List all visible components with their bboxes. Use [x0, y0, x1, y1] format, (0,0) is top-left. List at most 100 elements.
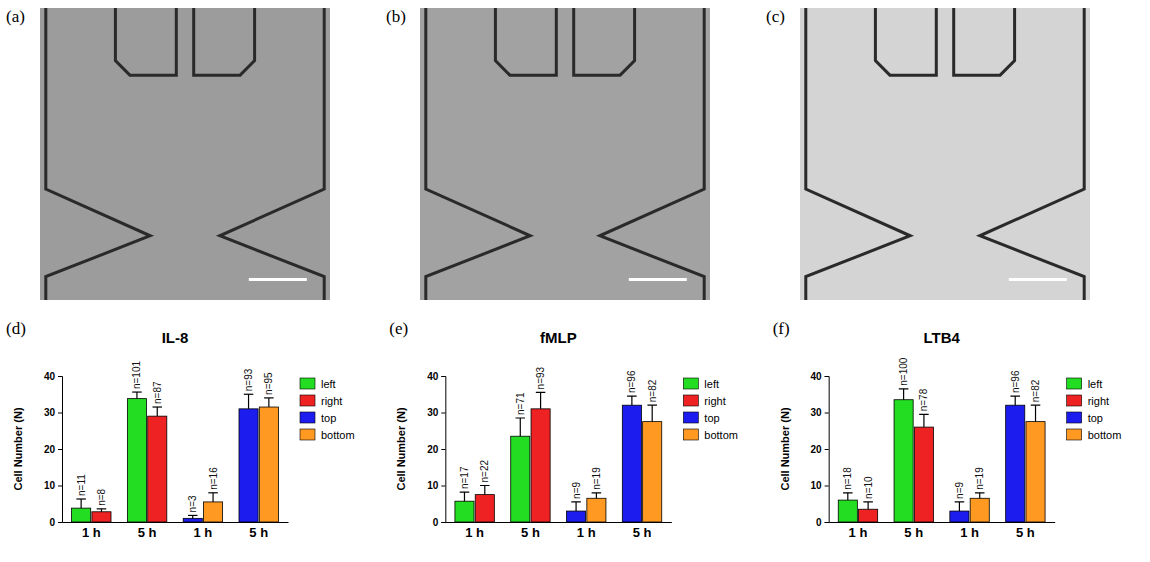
- legend-swatch: [1067, 429, 1082, 440]
- legend-entry: top: [300, 412, 336, 424]
- error-bar: [536, 392, 546, 408]
- bar: [859, 509, 878, 522]
- y-tick-label: 20: [44, 444, 56, 455]
- count-label: n=93: [535, 366, 546, 389]
- error-bar-cap: [536, 392, 546, 393]
- error-bar-stem: [1035, 405, 1036, 421]
- channel-outline: [600, 8, 704, 300]
- panel-letter: (b): [386, 7, 406, 26]
- y-tick-label: 10: [427, 480, 439, 491]
- scale-bar: [629, 278, 687, 281]
- channel-outline: [875, 8, 936, 75]
- x-tick-label: 1 h: [194, 525, 213, 540]
- x-tick: 5 h: [249, 522, 268, 540]
- y-tick: 40: [811, 371, 829, 382]
- x-tick-label: 5 h: [249, 525, 268, 540]
- legend-label: left: [321, 378, 336, 390]
- error-bar: [76, 499, 86, 508]
- micrograph: [40, 8, 330, 300]
- error-bar: [899, 389, 909, 400]
- x-axis: 1 h5 h1 h5 h: [829, 522, 1055, 540]
- error-bar-stem: [268, 398, 269, 407]
- y-tick-label: 20: [811, 444, 823, 455]
- bar: [92, 512, 111, 522]
- error-bar: [132, 392, 142, 399]
- channel-outline: [194, 8, 255, 75]
- y-tick-label: 10: [811, 480, 823, 491]
- count-label: n=8: [96, 488, 107, 505]
- x-tick: 1 h: [82, 522, 101, 540]
- bar: [1006, 405, 1025, 522]
- scale-bar: [249, 278, 307, 281]
- error-bar-stem: [464, 492, 465, 501]
- error-bar-cap: [97, 508, 107, 509]
- error-bar-cap: [244, 394, 254, 395]
- y-tick-mark: [825, 413, 829, 414]
- y-tick-label: 0: [816, 517, 822, 528]
- error-bar: [919, 414, 929, 427]
- error-bar-cap: [208, 492, 218, 493]
- bar: [204, 502, 223, 522]
- x-tick: 5 h: [1016, 522, 1035, 540]
- chart-title: LTB4: [923, 329, 960, 346]
- y-tick-mark: [58, 486, 62, 487]
- error-bar-stem: [248, 394, 249, 409]
- count-label: n=78: [918, 388, 929, 411]
- bar: [259, 407, 278, 522]
- bar: [914, 427, 933, 522]
- x-tick-label: 5 h: [633, 525, 652, 540]
- count-label: n=11: [76, 474, 87, 496]
- panel-letter: (a): [6, 7, 25, 26]
- bar: [970, 498, 989, 522]
- channel-outline: [426, 8, 530, 300]
- micrograph: [800, 8, 1090, 300]
- bar: [511, 436, 530, 522]
- count-label: n=17: [459, 466, 470, 489]
- error-bar: [863, 502, 873, 509]
- error-bar: [1010, 396, 1020, 405]
- legend-entry: bottom: [1067, 429, 1122, 441]
- x-tick-label: 1 h: [960, 525, 979, 540]
- y-tick: 30: [811, 407, 829, 418]
- channel-outline: [806, 8, 910, 300]
- error-bar-cap: [899, 388, 909, 389]
- panel-letter: (d): [6, 319, 26, 338]
- micrograph: [420, 8, 710, 300]
- error-bar-stem: [596, 493, 597, 498]
- x-axis-line: [446, 522, 672, 523]
- error-bar: [647, 405, 657, 421]
- error-bar: [480, 486, 490, 495]
- error-bar: [264, 398, 274, 407]
- y-tick: 0: [816, 517, 829, 528]
- y-tick-mark: [825, 376, 829, 377]
- error-bar: [571, 502, 581, 511]
- error-bar-stem: [923, 414, 924, 427]
- bar: [950, 511, 969, 522]
- y-axis-line: [825, 377, 830, 523]
- count-label: n=95: [263, 372, 274, 395]
- y-tick-mark: [441, 413, 445, 414]
- count-label: n=3: [187, 495, 198, 512]
- y-tick: 0: [433, 517, 446, 528]
- y-tick: 20: [44, 444, 62, 455]
- y-axis-title: Cell Number (N): [395, 407, 407, 490]
- legend-label: bottom: [1088, 429, 1122, 441]
- error-bar-stem: [631, 396, 632, 405]
- channel-outline: [46, 8, 150, 300]
- error-bar-cap: [647, 405, 657, 406]
- error-bar-cap: [955, 501, 965, 502]
- x-axis-line: [63, 522, 289, 523]
- plot-marks: [838, 389, 1045, 522]
- legend-swatch: [683, 378, 698, 389]
- count-label: n=71: [515, 392, 526, 415]
- error-bar-stem: [979, 493, 980, 498]
- error-bar-stem: [903, 389, 904, 400]
- y-tick-mark: [441, 522, 445, 523]
- error-bar-cap: [480, 485, 490, 486]
- x-tick: 1 h: [194, 522, 213, 540]
- count-label: n=93: [243, 368, 254, 391]
- y-tick: 20: [427, 444, 445, 455]
- y-tick-label: 0: [49, 517, 55, 528]
- legend-swatch: [300, 429, 315, 440]
- channel-outline: [115, 8, 176, 75]
